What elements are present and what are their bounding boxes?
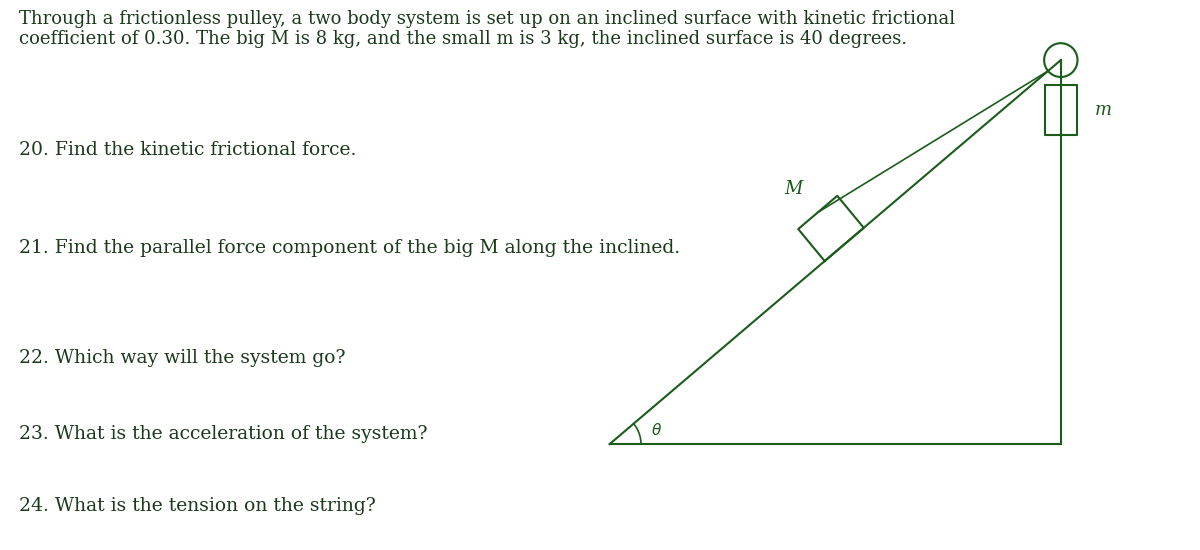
Text: M: M	[784, 179, 803, 197]
Text: 22. Which way will the system go?: 22. Which way will the system go?	[19, 349, 346, 367]
Text: m: m	[1094, 101, 1111, 119]
Text: $\theta$: $\theta$	[650, 422, 662, 438]
Text: 23. What is the acceleration of the system?: 23. What is the acceleration of the syst…	[19, 426, 427, 443]
Text: 20. Find the kinetic frictional force.: 20. Find the kinetic frictional force.	[19, 141, 356, 159]
Text: 21. Find the parallel force component of the big M along the inclined.: 21. Find the parallel force component of…	[19, 239, 680, 257]
Text: 24. What is the tension on the string?: 24. What is the tension on the string?	[19, 497, 376, 515]
Text: Through a frictionless pulley, a two body system is set up on an inclined surfac: Through a frictionless pulley, a two bod…	[19, 9, 955, 48]
